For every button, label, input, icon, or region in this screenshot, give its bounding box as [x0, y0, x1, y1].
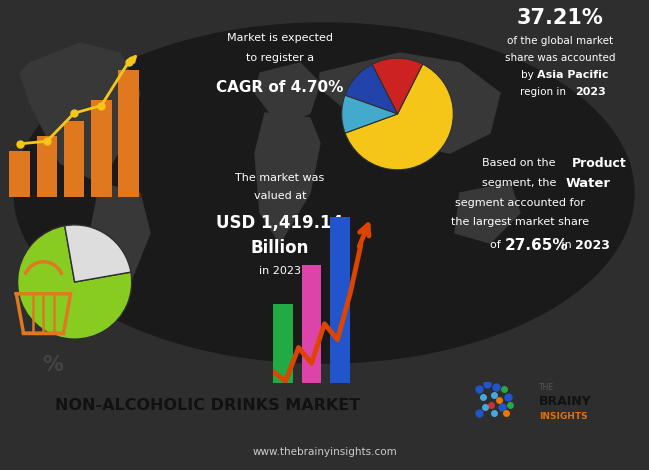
Polygon shape: [90, 183, 150, 283]
Bar: [118, 70, 139, 197]
Bar: [273, 304, 293, 383]
Text: in: in: [558, 240, 575, 250]
Bar: [36, 136, 57, 197]
Text: by: by: [521, 70, 537, 80]
Text: 27.65%: 27.65%: [505, 237, 569, 252]
Wedge shape: [372, 58, 422, 114]
Wedge shape: [65, 225, 131, 282]
Bar: [330, 217, 350, 383]
Wedge shape: [345, 64, 397, 114]
Ellipse shape: [14, 23, 634, 363]
Text: THE: THE: [539, 384, 554, 392]
Text: www.thebrainyinsights.com: www.thebrainyinsights.com: [252, 446, 397, 457]
Text: USD 1,419.14: USD 1,419.14: [216, 214, 343, 232]
Text: region in: region in: [520, 87, 569, 97]
Text: Water: Water: [566, 177, 611, 189]
Text: of: of: [490, 240, 504, 250]
Text: to register a: to register a: [246, 53, 314, 63]
Text: 37.21%: 37.21%: [517, 8, 604, 28]
Wedge shape: [345, 64, 453, 170]
Text: the largest market share: the largest market share: [451, 217, 589, 227]
Wedge shape: [341, 95, 397, 133]
Text: segment, the: segment, the: [482, 178, 560, 188]
Polygon shape: [320, 53, 500, 153]
Wedge shape: [18, 226, 132, 339]
Polygon shape: [255, 113, 320, 243]
Text: Product: Product: [572, 157, 627, 170]
Text: segment accounted for: segment accounted for: [455, 198, 585, 208]
Text: of the global market: of the global market: [507, 36, 613, 46]
Bar: [9, 151, 30, 197]
Text: in 2023: in 2023: [259, 266, 301, 276]
Bar: [91, 101, 112, 197]
Polygon shape: [255, 63, 320, 123]
Text: valued at: valued at: [254, 191, 306, 201]
Polygon shape: [455, 183, 520, 243]
Text: NON-ALCOHOLIC DRINKS MARKET: NON-ALCOHOLIC DRINKS MARKET: [55, 398, 360, 413]
Bar: [64, 121, 84, 197]
Text: Based on the: Based on the: [482, 158, 559, 168]
Text: INSIGHTS: INSIGHTS: [539, 412, 587, 421]
Bar: [302, 265, 321, 383]
Text: The market was: The market was: [236, 173, 324, 183]
Text: Asia Pacific: Asia Pacific: [537, 70, 609, 80]
Text: Market is expected: Market is expected: [227, 33, 333, 43]
Text: %: %: [43, 355, 64, 375]
Text: share was accounted: share was accounted: [505, 53, 615, 63]
Text: BRAINY: BRAINY: [539, 395, 591, 408]
Polygon shape: [20, 43, 140, 183]
Text: 2023: 2023: [575, 87, 606, 97]
Text: Billion: Billion: [251, 239, 309, 257]
Text: CAGR of 4.70%: CAGR of 4.70%: [216, 79, 344, 94]
Text: 2023: 2023: [575, 239, 610, 251]
